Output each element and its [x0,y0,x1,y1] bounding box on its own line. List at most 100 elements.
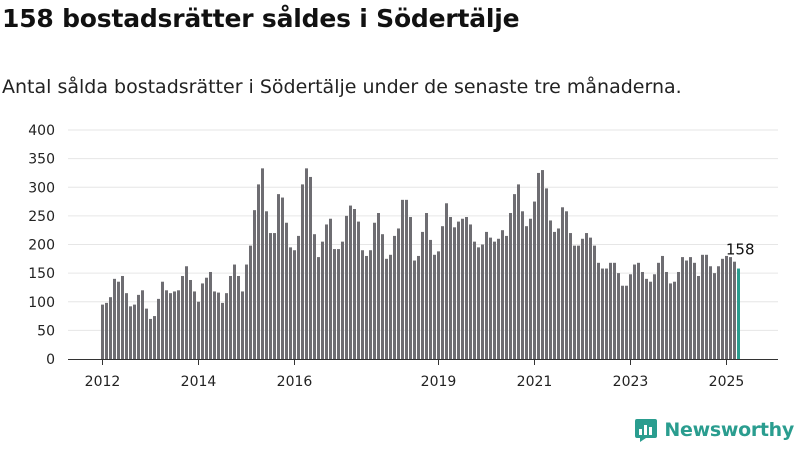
bar [389,254,392,359]
bar [273,233,276,359]
chart-title: 158 bostadsrätter såldes i Södertälje [2,4,520,33]
bar [481,244,484,359]
bar [301,184,304,359]
bar [725,255,728,359]
x-tick-label: 2021 [517,374,553,390]
y-tick-label: 150 [28,266,55,282]
bar [217,292,220,359]
bar [693,262,696,359]
bar [345,215,348,359]
bar [593,245,596,359]
bar [305,168,308,359]
bar [397,228,400,359]
bar [329,218,332,359]
bar [429,239,432,359]
bar [501,230,504,359]
bar [581,238,584,359]
bar [601,268,604,359]
chart-subtitle: Antal sålda bostadsrätter i Södertälje u… [2,76,682,98]
bar [409,217,412,359]
y-tick-label: 100 [28,295,55,311]
bar [453,227,456,359]
bar [653,274,656,359]
bar [449,217,452,359]
bar [101,304,104,359]
bar [365,255,368,359]
bar [197,301,200,359]
bar [313,234,316,359]
bar [417,255,420,359]
bar [573,245,576,359]
bar [193,291,196,359]
bar [309,176,312,359]
bar [405,199,408,359]
bar [377,213,380,359]
bar [333,249,336,359]
y-tick-label: 250 [28,209,55,225]
bar [437,251,440,359]
bar [105,302,108,359]
bar [185,266,188,359]
bar [541,170,544,359]
bar [569,233,572,359]
bar [461,218,464,359]
bar [713,273,716,359]
x-tick-label: 2012 [85,374,121,390]
bar [213,291,216,359]
y-tick-label: 300 [28,180,55,196]
bar [533,201,536,359]
bar [729,257,732,359]
bar [421,231,424,359]
bar [221,302,224,359]
bar [509,213,512,359]
bar [285,222,288,359]
bar [433,254,436,359]
y-tick-label: 200 [28,238,55,254]
bar [553,231,556,359]
x-tick-label: 2016 [277,374,313,390]
bar [289,247,292,359]
bar [565,211,568,359]
y-tick-label: 50 [37,323,55,339]
bar [325,224,328,359]
bar [297,235,300,359]
bar [113,278,116,359]
bar [413,260,416,359]
brand-name: Newsworthy [664,419,794,441]
bar [657,262,660,359]
bar [469,224,472,359]
brand: Newsworthy [634,416,794,444]
bar [465,217,468,359]
bar [497,238,500,359]
bar [733,261,736,359]
bar [597,262,600,359]
bar [341,241,344,359]
bar [133,304,136,359]
bar-highlight [737,268,740,359]
bar [261,168,264,359]
bar [613,262,616,359]
bar [529,218,532,359]
bar [121,275,124,359]
bar [717,266,720,359]
bar [209,271,212,359]
bar [269,233,272,359]
bar [609,262,612,359]
bar [385,258,388,359]
bar [629,274,632,359]
bar [165,290,168,359]
bar [169,293,172,359]
bar [625,285,628,359]
bar [701,254,704,359]
bar [697,275,700,359]
bar [721,258,724,359]
bar [537,172,540,359]
bar [513,194,516,359]
bar [109,297,112,359]
bar [685,260,688,359]
bar [589,237,592,359]
bar [549,220,552,359]
bar [561,207,564,359]
bar [117,281,120,359]
bar [205,277,208,359]
